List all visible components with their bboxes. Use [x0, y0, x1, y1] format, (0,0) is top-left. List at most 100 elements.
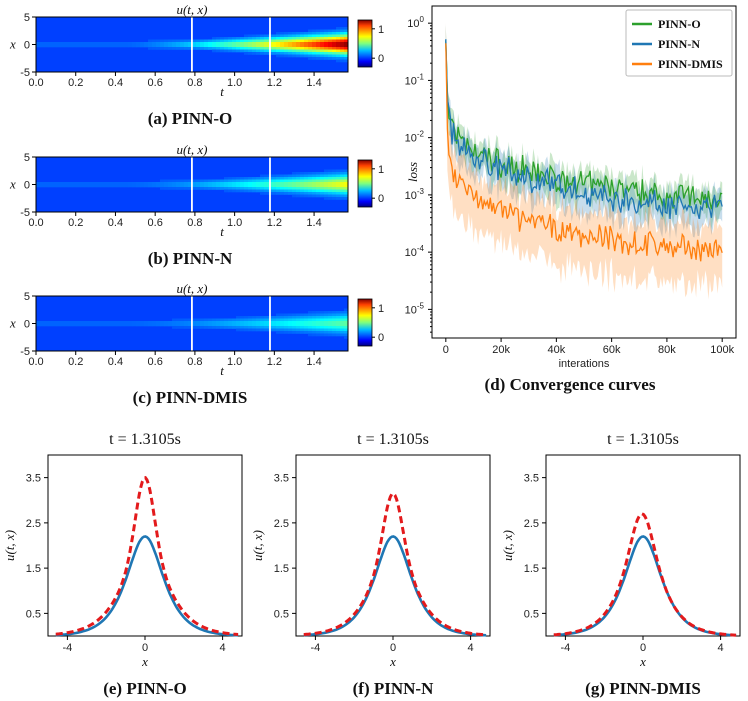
- heatmap-cell: [260, 328, 265, 332]
- heatmap-cell: [284, 54, 289, 58]
- heatmap-cell: [272, 189, 277, 193]
- profile-line-predicted: [55, 475, 239, 636]
- heatmap-cell: [332, 174, 337, 178]
- heatmap-cell: [312, 323, 317, 327]
- heatmap-cell: [160, 39, 165, 43]
- heatmap-cell: [300, 192, 305, 195]
- heatmap-cell: [236, 326, 241, 329]
- heatmap-cell: [168, 39, 173, 43]
- heatmap-cell: [324, 192, 329, 195]
- heatmap-cell: [232, 47, 237, 50]
- heatmap-cell: [280, 313, 285, 317]
- heatmap-cell: [340, 47, 345, 50]
- heatmap-panel-1: u(t, x) 5 0 -5 x 0.0 0.2 0.4 0.6 0.8 1.0 1.2 1.4 t 1 0 (…: [9, 142, 384, 268]
- heatmap-cell: [316, 54, 321, 58]
- heatmap-cell: [336, 32, 341, 35]
- heatmap-cell: [228, 42, 233, 45]
- loss-line-PINN-DMIS: [445, 43, 723, 262]
- heatmap-cell: [316, 47, 321, 50]
- x-tick-label: 1.2: [267, 77, 282, 89]
- heatmap-cell: [136, 42, 141, 45]
- heatmap-cell: [160, 321, 165, 324]
- heatmap-cell: [228, 323, 233, 327]
- heatmap-cell: [316, 29, 321, 33]
- heatmap-cell: [328, 192, 333, 195]
- heatmap-cell: [68, 321, 73, 324]
- heatmap-cell: [256, 47, 261, 50]
- heatmap-cell: [92, 321, 97, 324]
- heatmap-cell: [208, 179, 213, 183]
- heatmap-cell: [288, 177, 293, 180]
- x-tick-label: 40k: [547, 344, 565, 356]
- profile-line-predicted: [553, 512, 737, 637]
- heatmap-cell: [36, 44, 41, 48]
- heatmap-cell: [92, 182, 97, 185]
- heatmap-cell: [304, 44, 309, 48]
- heatmap-cell: [256, 323, 261, 327]
- heatmap-cell: [196, 184, 201, 188]
- heatmap-cell: [264, 323, 269, 327]
- heatmap-cell: [240, 316, 245, 319]
- heatmap-cell: [304, 331, 309, 334]
- heatmap-cell: [184, 182, 189, 185]
- heatmap-cell: [256, 182, 261, 185]
- heatmap-cell: [312, 182, 317, 185]
- heatmap-cell: [204, 42, 209, 45]
- heatmap-cell: [324, 318, 329, 322]
- heatmap-cell: [236, 47, 241, 50]
- heatmap-cell: [320, 321, 325, 324]
- heatmap-cell: [296, 189, 301, 193]
- heatmap-cell: [340, 172, 345, 175]
- heatmap-cell: [168, 182, 173, 185]
- heatmap-cell: [140, 42, 145, 45]
- heatmap-cell: [204, 39, 209, 43]
- heatmap-cell: [304, 32, 309, 35]
- heatmap-cell: [80, 182, 85, 185]
- heatmap-cell: [328, 32, 333, 35]
- x-tick-label: 1.4: [306, 356, 321, 368]
- heatmap-cell: [292, 54, 297, 58]
- heatmap-cell: [336, 42, 341, 45]
- heatmap-cell: [240, 182, 245, 185]
- heatmap-cell: [228, 189, 233, 193]
- heatmap-cell: [192, 323, 197, 327]
- loss-lines: [445, 39, 723, 262]
- heatmap-cell: [200, 47, 205, 50]
- heatmap-cell: [72, 323, 77, 327]
- heatmap-cell: [276, 192, 281, 195]
- heatmap-cell: [308, 328, 313, 332]
- heatmap-cell: [324, 187, 329, 190]
- heatmap-panel-0: u(t, x) 5 0 -5 x 0.0 0.2 0.4 0.6 0.8 1.0 1.2 1.4 t 1 0 (…: [9, 2, 384, 128]
- heatmap-cell: [216, 323, 221, 327]
- heatmap-cell: [168, 323, 173, 327]
- heatmap-cell: [80, 321, 85, 324]
- x-tick-label: -4: [311, 642, 321, 654]
- heatmap-cell: [312, 189, 317, 193]
- heatmap-cell: [320, 311, 325, 314]
- heatmap-cell: [228, 47, 233, 50]
- heatmap-cell: [52, 44, 57, 48]
- heatmap-cell: [332, 49, 337, 53]
- heatmap-cell: [340, 174, 345, 178]
- y-axis-label: x: [9, 177, 16, 192]
- heatmap-cell: [284, 328, 289, 332]
- heatmap-cell: [244, 179, 249, 183]
- loss-chart: 100 10-1 10-2 10-3 10-4 10-5 loss 0 20k 40k 60k 80k…: [405, 5, 737, 394]
- heatmap-cell: [296, 52, 301, 55]
- heatmap-cell: [320, 184, 325, 188]
- heatmap-cell: [304, 39, 309, 43]
- heatmap-cell: [104, 42, 109, 45]
- x-tick-label: 0.0: [28, 356, 43, 368]
- heatmap-cell: [292, 182, 297, 185]
- heatmap-cell: [216, 326, 221, 329]
- heatmap-cell: [264, 184, 269, 188]
- heatmap-cell: [336, 316, 341, 319]
- heatmap-cell: [284, 323, 289, 327]
- y-tick-label: 1.5: [524, 563, 539, 575]
- profile-panel-1: t = 1.3105s 0.5 1.5 2.5 3.5 u(t, x) -4 0 4 x (f) P…: [250, 431, 491, 698]
- heatmap-cell: [40, 323, 45, 327]
- heatmap-cell: [252, 323, 257, 327]
- legend-label-PINN-O: PINN-O: [658, 17, 701, 31]
- y-axis-label: u(t, x): [500, 530, 515, 561]
- heatmap-cell: [224, 49, 229, 53]
